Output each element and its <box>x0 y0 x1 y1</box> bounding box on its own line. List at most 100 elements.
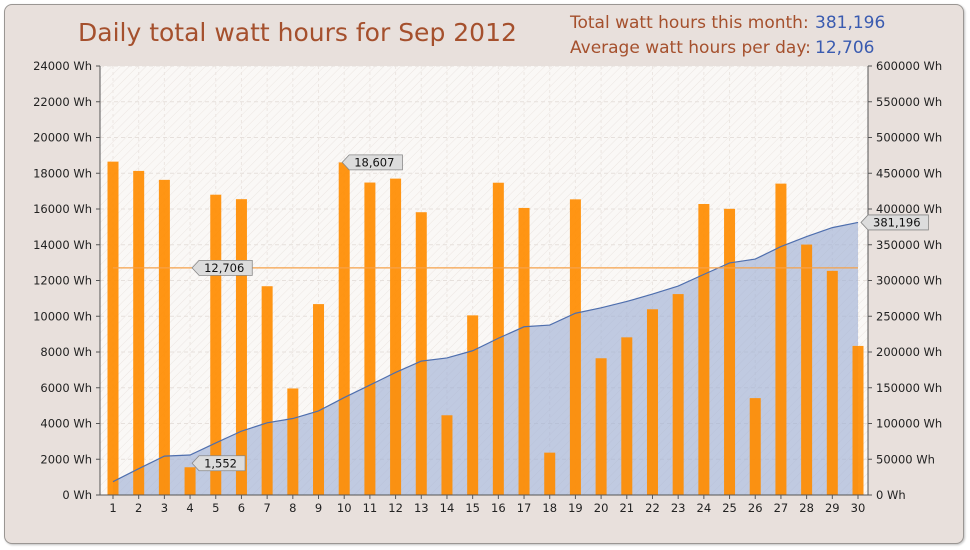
x-tick-label: 17 <box>517 501 532 515</box>
bar-day-2 <box>133 170 145 495</box>
x-tick-label: 15 <box>465 501 480 515</box>
cumulative-line <box>112 221 859 483</box>
bar-day-18 <box>544 452 556 495</box>
y-right-tick-label: 200000 Wh <box>876 345 942 359</box>
y-right-tick-label: 300000 Wh <box>876 274 942 288</box>
x-tick-label: 10 <box>337 501 352 515</box>
bar-day-8 <box>287 388 299 495</box>
callout-average-box <box>191 259 253 276</box>
x-tick-label: 29 <box>825 501 840 515</box>
y-right-tick-label: 600000 Wh <box>876 59 942 73</box>
y-right-tick-label: 450000 Wh <box>876 166 942 180</box>
bar-day-15 <box>467 315 479 495</box>
y-left-tick-label: 8000 Wh <box>40 345 92 359</box>
month-total-label: Total watt hours this month: <box>570 13 809 33</box>
x-tick-label: 8 <box>289 501 296 515</box>
bar-day-3 <box>158 179 170 495</box>
y-right-tick-label: 500000 Wh <box>876 131 942 145</box>
x-tick-label: 24 <box>697 501 712 515</box>
bar-day-21 <box>621 337 633 495</box>
x-tick-label: 23 <box>671 501 686 515</box>
bar-day-12 <box>390 178 402 496</box>
bar-day-7 <box>261 286 273 495</box>
x-tick-label: 7 <box>263 501 270 515</box>
x-tick-label: 14 <box>440 501 455 515</box>
x-tick-label: 26 <box>748 501 763 515</box>
bar-day-19 <box>569 199 581 495</box>
y-left-tick-label: 4000 Wh <box>40 417 92 431</box>
x-tick-label: 30 <box>851 501 866 515</box>
y-right-tick-label: 400000 Wh <box>876 202 942 216</box>
bar-day-11 <box>364 182 376 496</box>
x-tick-label: 4 <box>186 501 193 515</box>
bar-day-24 <box>698 203 710 495</box>
y-right-tick-label: 150000 Wh <box>876 381 942 395</box>
x-tick-label: 20 <box>594 501 609 515</box>
bar-day-6 <box>235 199 247 495</box>
y-left-tick-label: 16000 Wh <box>33 202 92 216</box>
avg-per-day-value: 12,706 <box>815 38 875 58</box>
y-right-tick-label: 100000 Wh <box>876 417 942 431</box>
callout-max-box <box>341 154 403 171</box>
x-tick-label: 25 <box>722 501 737 515</box>
x-tick-label: 13 <box>414 501 429 515</box>
y-left-tick-label: 14000 Wh <box>33 238 92 252</box>
y-left-tick-label: 12000 Wh <box>33 274 92 288</box>
y-left-tick-label: 20000 Wh <box>33 131 92 145</box>
x-tick-label: 22 <box>645 501 660 515</box>
y-left-tick-label: 22000 Wh <box>33 95 92 109</box>
callout-total-label: 381,196 <box>873 215 921 229</box>
callout-average-label: 12,706 <box>204 261 244 275</box>
x-tick-label: 21 <box>619 501 634 515</box>
bar-day-22 <box>646 309 658 495</box>
y-left-tick-label: 6000 Wh <box>40 381 92 395</box>
x-tick-label: 2 <box>135 501 142 515</box>
x-tick-label: 3 <box>161 501 168 515</box>
callout-min-box <box>191 455 246 472</box>
x-tick-label: 16 <box>491 501 506 515</box>
bar-day-13 <box>415 212 427 495</box>
bar-day-23 <box>672 294 684 495</box>
bar-day-1 <box>107 161 119 495</box>
bar-day-26 <box>749 398 761 495</box>
y-right-tick-label: 250000 Wh <box>876 309 942 323</box>
callout-total-box <box>860 214 929 231</box>
y-left-tick-label: 2000 Wh <box>40 452 92 466</box>
cumulative-area <box>113 222 858 495</box>
y-right-tick-label: 50000 Wh <box>876 452 935 466</box>
y-right-tick-label: 0 Wh <box>876 488 906 502</box>
x-tick-label: 18 <box>542 501 557 515</box>
y-left-tick-label: 24000 Wh <box>33 59 92 73</box>
x-tick-label: 12 <box>388 501 403 515</box>
x-tick-label: 19 <box>568 501 583 515</box>
bar-day-10 <box>338 162 350 495</box>
y-left-tick-label: 18000 Wh <box>33 166 92 180</box>
x-tick-label: 27 <box>774 501 789 515</box>
y-right-tick-label: 350000 Wh <box>876 238 942 252</box>
y-left-tick-label: 10000 Wh <box>33 309 92 323</box>
x-tick-label: 11 <box>363 501 378 515</box>
bar-day-17 <box>518 207 530 496</box>
callout-min-label: 1,552 <box>204 456 237 470</box>
bar-day-20 <box>595 358 607 495</box>
bar-day-28 <box>801 244 813 495</box>
bar-day-25 <box>724 208 736 496</box>
bar-day-9 <box>313 304 325 495</box>
x-tick-label: 9 <box>315 501 322 515</box>
bar-day-14 <box>441 415 453 495</box>
bar-day-29 <box>826 270 838 495</box>
bar-day-5 <box>210 194 222 495</box>
y-right-tick-label: 550000 Wh <box>876 95 942 109</box>
bar-day-30 <box>852 345 864 495</box>
x-tick-label: 5 <box>212 501 219 515</box>
x-tick-label: 28 <box>799 501 814 515</box>
x-tick-label: 1 <box>109 501 116 515</box>
avg-per-day-label: Average watt hours per day: <box>570 38 811 58</box>
bar-day-4 <box>184 467 196 495</box>
y-left-tick-label: 0 Wh <box>62 488 92 502</box>
month-total-value: 381,196 <box>815 13 886 33</box>
chart-title: Daily total watt hours for Sep 2012 <box>78 18 517 47</box>
callout-max-label: 18,607 <box>354 155 394 169</box>
bar-day-27 <box>775 183 787 495</box>
